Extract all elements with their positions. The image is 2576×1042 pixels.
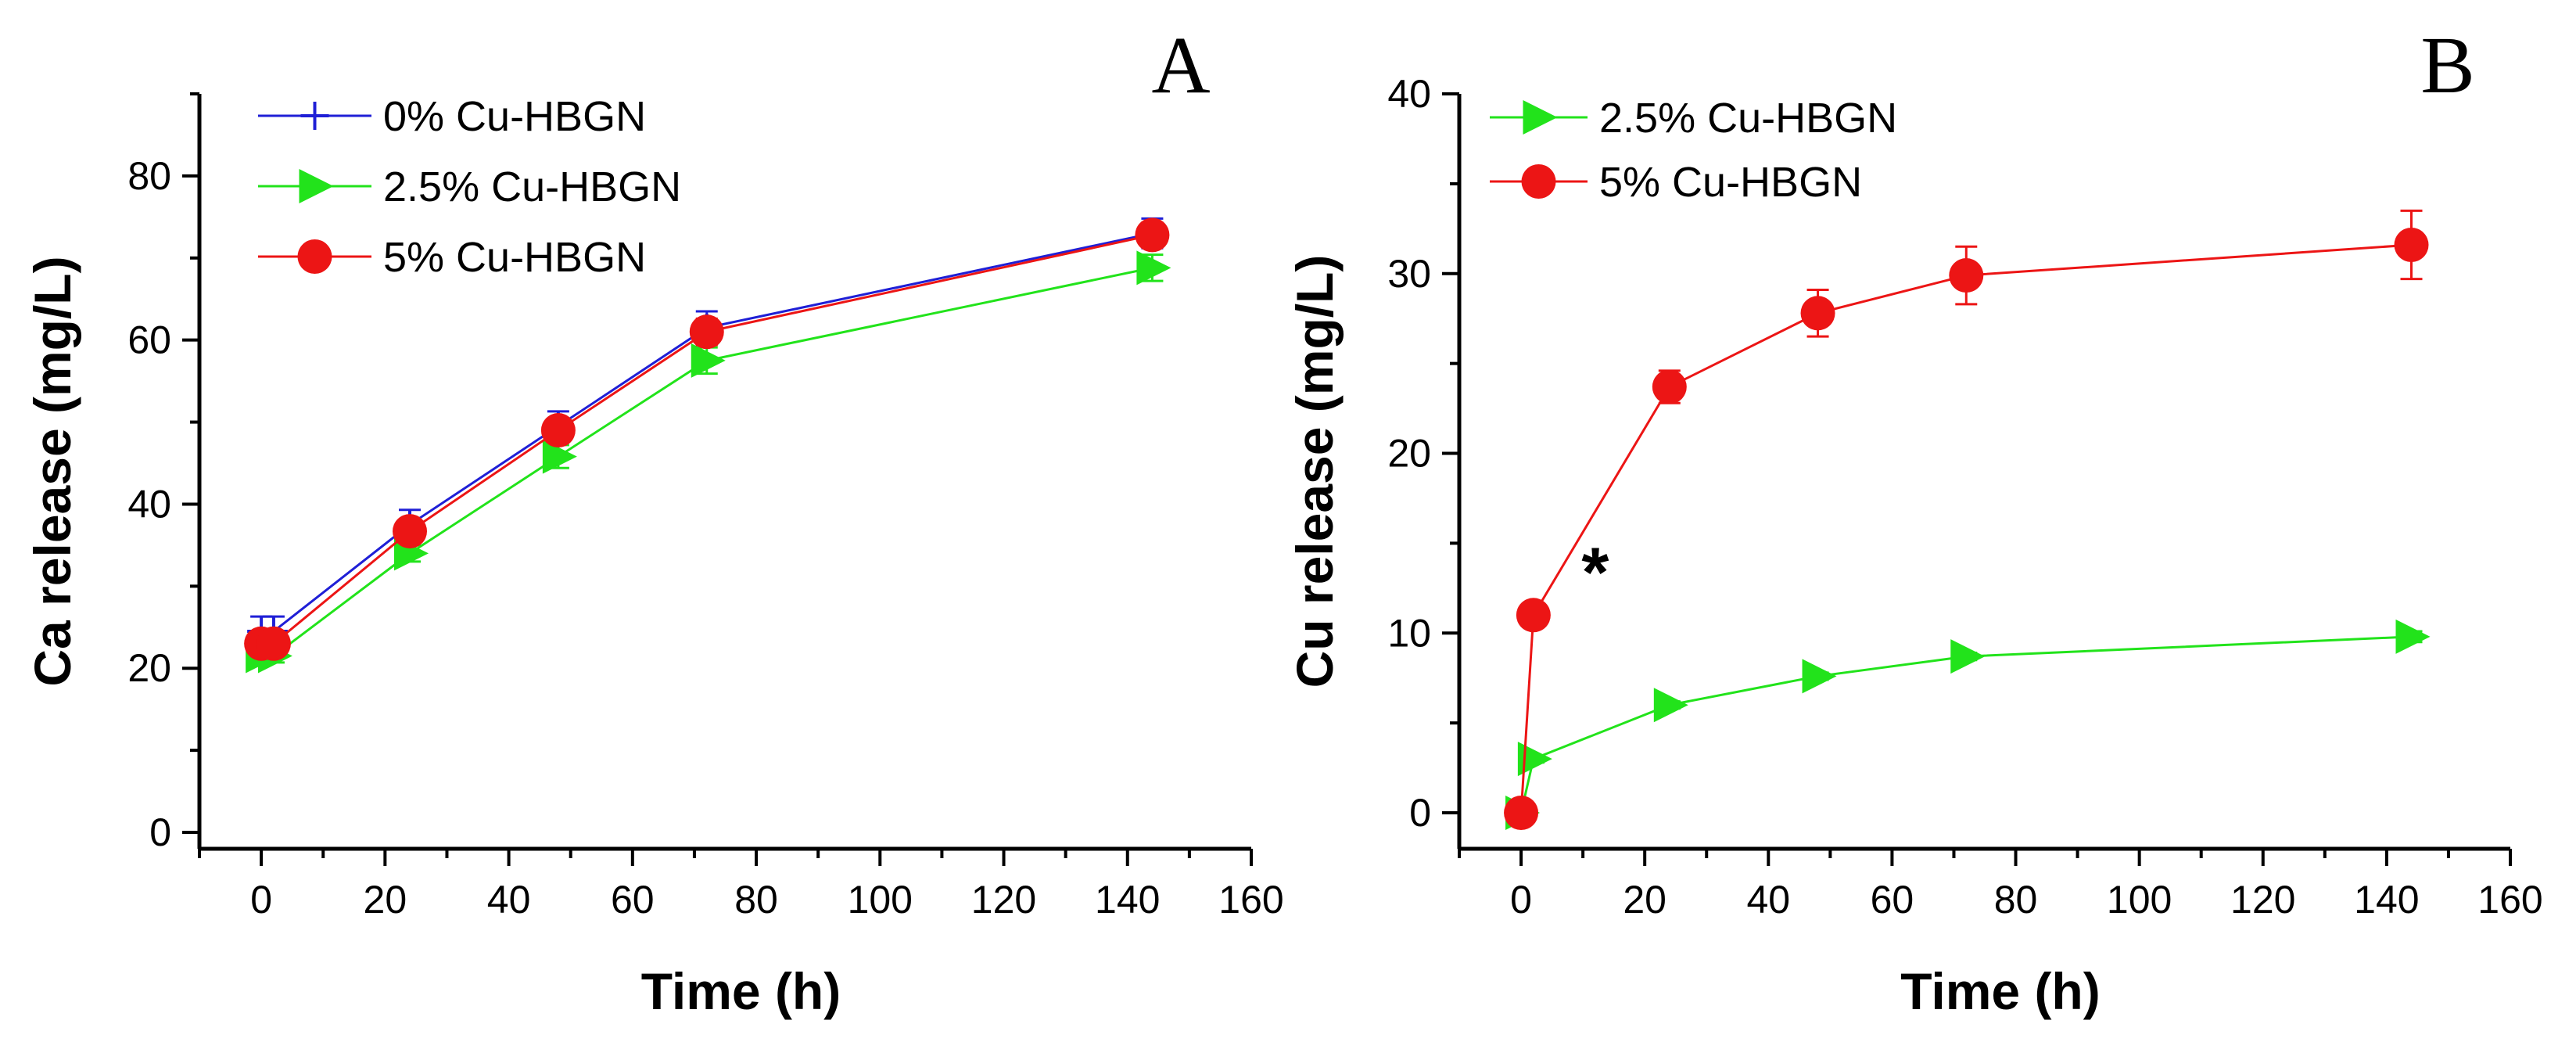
data-point bbox=[393, 514, 427, 549]
x-tick-label: 120 bbox=[2230, 878, 2295, 922]
x-tick-label: 140 bbox=[2354, 878, 2419, 922]
legend-label: 2.5% Cu-HBGN bbox=[383, 163, 681, 210]
data-point bbox=[691, 343, 726, 378]
x-tick-label: 80 bbox=[1994, 878, 2038, 922]
series-5-cu-hbgn bbox=[244, 217, 1170, 661]
data-point bbox=[2395, 619, 2431, 654]
data-point bbox=[1135, 217, 1170, 253]
x-tick-label: 60 bbox=[611, 878, 655, 922]
data-point bbox=[2394, 228, 2429, 262]
data-point bbox=[689, 314, 724, 350]
x-tick-label: 160 bbox=[1218, 878, 1283, 922]
data-point bbox=[1800, 296, 1835, 331]
y-tick-label: 80 bbox=[127, 154, 171, 198]
legend-entry: 2.5% Cu-HBGN bbox=[258, 163, 681, 210]
legend-marker bbox=[1521, 164, 1556, 199]
y-axis-title: Ca release (mg/L) bbox=[23, 256, 81, 686]
series-line bbox=[1519, 243, 2412, 814]
data-point bbox=[1136, 250, 1171, 286]
data-point bbox=[542, 439, 577, 474]
series-5-cu-hbgn bbox=[1504, 209, 2429, 831]
panel-label: B bbox=[2420, 20, 2474, 110]
chart-panel-b: 0 20 40 60 80 100 120 140 160 0 10 20 30 40 Time (h) Cu… bbox=[1286, 20, 2543, 1020]
data-point bbox=[540, 413, 576, 448]
panel-label: A bbox=[1151, 20, 1210, 110]
legend-marker bbox=[300, 102, 329, 130]
x-tick-label: 100 bbox=[2107, 878, 2172, 922]
x-tick-label: 120 bbox=[971, 878, 1036, 922]
series-2-5-cu-hbgn bbox=[1505, 619, 2431, 831]
legend-label: 5% Cu-HBGN bbox=[1599, 159, 1862, 206]
x-tick-label: 40 bbox=[487, 878, 531, 922]
y-tick-label: 60 bbox=[127, 318, 171, 362]
series-line bbox=[261, 232, 1153, 633]
y-tick-label: 0 bbox=[1409, 791, 1431, 835]
legend-label: 2.5% Cu-HBGN bbox=[1599, 95, 1897, 142]
data-point bbox=[1949, 258, 1984, 293]
y-tick-label: 40 bbox=[1387, 72, 1431, 116]
data-point bbox=[1802, 659, 1837, 694]
x-tick-label: 60 bbox=[1871, 878, 1914, 922]
legend-entry: 0% Cu-HBGN bbox=[258, 93, 646, 140]
x-tick-label: 20 bbox=[364, 878, 407, 922]
data-point bbox=[1504, 796, 1539, 831]
data-point bbox=[1653, 688, 1688, 723]
data-point bbox=[1950, 639, 1986, 674]
y-tick-label: 20 bbox=[1387, 432, 1431, 476]
legend-entry: 2.5% Cu-HBGN bbox=[1490, 95, 1897, 142]
x-tick-label: 20 bbox=[1623, 878, 1667, 922]
data-point bbox=[1516, 598, 1551, 633]
y-tick-label: 0 bbox=[149, 810, 171, 854]
x-tick-label: 40 bbox=[1746, 878, 1790, 922]
y-tick-label: 40 bbox=[127, 482, 171, 526]
y-tick-label: 20 bbox=[127, 646, 171, 690]
series-0-cu-hbgn bbox=[247, 217, 1167, 648]
legend-label: 5% Cu-HBGN bbox=[383, 234, 646, 281]
data-point bbox=[1652, 369, 1687, 404]
legend-entry: 5% Cu-HBGN bbox=[1490, 159, 1862, 206]
y-axis-title: Cu release (mg/L) bbox=[1286, 255, 1344, 688]
legend-marker bbox=[297, 239, 332, 274]
x-tick-label: 80 bbox=[734, 878, 778, 922]
x-tick-label: 100 bbox=[848, 878, 913, 922]
x-tick-label: 0 bbox=[1510, 878, 1532, 922]
y-tick-label: 10 bbox=[1387, 611, 1431, 655]
x-axis-title: Time (h) bbox=[1900, 962, 2100, 1020]
legend-marker bbox=[299, 169, 334, 203]
significance-asterisk: * bbox=[1581, 534, 1609, 612]
y-tick-label: 30 bbox=[1387, 252, 1431, 296]
x-tick-label: 160 bbox=[2477, 878, 2542, 922]
x-tick-label: 140 bbox=[1095, 878, 1160, 922]
x-axis-title: Time (h) bbox=[641, 962, 841, 1020]
data-point bbox=[256, 626, 291, 661]
legend-marker bbox=[1523, 100, 1558, 135]
legend-label: 0% Cu-HBGN bbox=[383, 93, 646, 140]
chart-panel-a: 0 20 40 60 80 100 120 140 160 0 20 40 60 80 Time (h) Ca… bbox=[23, 20, 1284, 1020]
legend-entry: 5% Cu-HBGN bbox=[258, 234, 646, 281]
x-tick-label: 0 bbox=[250, 878, 272, 922]
data-point bbox=[1517, 742, 1552, 777]
